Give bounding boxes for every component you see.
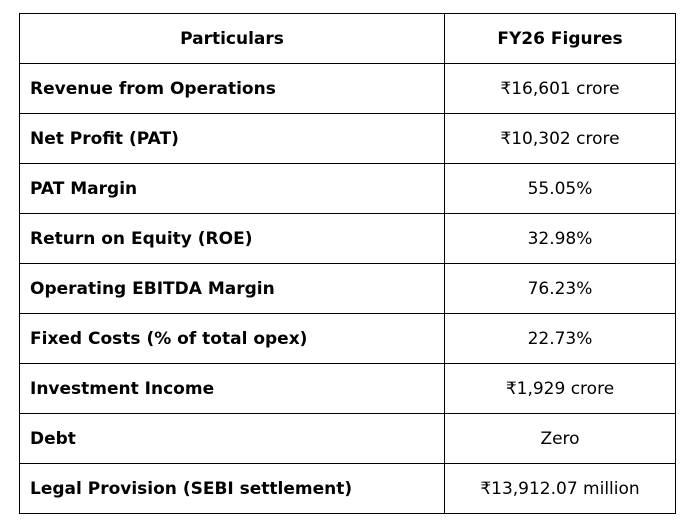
row-label: Legal Provision (SEBI settlement) [19,463,445,514]
table-row: Operating EBITDA Margin 76.23% [19,263,676,314]
table-header-row: Particulars FY26 Figures [19,13,676,64]
row-value: Zero [444,413,676,464]
row-value: ₹1,929 crore [444,363,676,414]
row-label: Net Profit (PAT) [19,113,445,164]
table-row: Debt Zero [19,413,676,464]
table-row: Net Profit (PAT) ₹10,302 crore [19,113,676,164]
row-value: 55.05% [444,163,676,214]
table-row: Investment Income ₹1,929 crore [19,363,676,414]
row-value: 22.73% [444,313,676,364]
row-label: Fixed Costs (% of total opex) [19,313,445,364]
row-label: Return on Equity (ROE) [19,213,445,264]
header-fy26-figures: FY26 Figures [444,13,676,64]
row-value: ₹13,912.07 million [444,463,676,514]
header-particulars: Particulars [19,13,445,64]
row-label: Investment Income [19,363,445,414]
row-label: PAT Margin [19,163,445,214]
table-row: Legal Provision (SEBI settlement) ₹13,91… [19,463,676,514]
row-label: Debt [19,413,445,464]
row-label: Revenue from Operations [19,63,445,114]
row-value: 76.23% [444,263,676,314]
table-row: Revenue from Operations ₹16,601 crore [19,63,676,114]
table-row: PAT Margin 55.05% [19,163,676,214]
row-value: ₹16,601 crore [444,63,676,114]
table-row: Fixed Costs (% of total opex) 22.73% [19,313,676,364]
table-row: Return on Equity (ROE) 32.98% [19,213,676,264]
financials-table: Particulars FY26 Figures Revenue from Op… [19,13,676,514]
row-value: ₹10,302 crore [444,113,676,164]
row-value: 32.98% [444,213,676,264]
row-label: Operating EBITDA Margin [19,263,445,314]
